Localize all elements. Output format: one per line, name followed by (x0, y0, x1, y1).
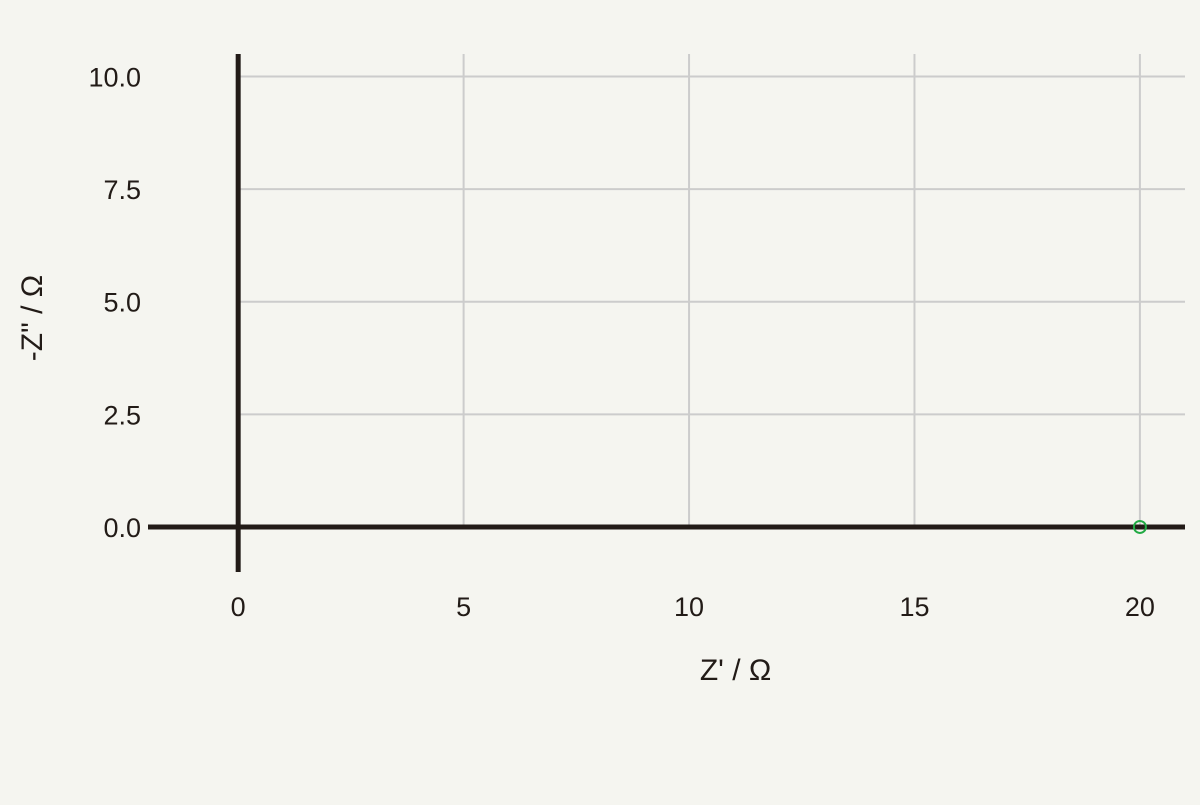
grid (238, 54, 1185, 527)
tick-labels: 0 5 10 15 20 0.0 2.5 5.0 7.5 10.0 (88, 63, 1154, 622)
x-axis-title: Z' / Ω (700, 654, 771, 687)
data-points (1132, 519, 1147, 534)
y-tick-label: 10.0 (88, 63, 141, 93)
x-tick-label: 5 (456, 592, 471, 622)
y-tick-label: 5.0 (103, 288, 141, 318)
x-tick-label: 10 (674, 592, 704, 622)
y-tick-label: 7.5 (103, 175, 141, 205)
x-tick-label: 15 (899, 592, 929, 622)
y-tick-label: 0.0 (103, 513, 141, 543)
data-point (1132, 519, 1147, 534)
axes (148, 54, 1185, 572)
y-axis-title: -Z" / Ω (16, 275, 49, 361)
x-tick-label: 20 (1125, 592, 1155, 622)
x-tick-label: 0 (231, 592, 246, 622)
y-tick-label: 2.5 (103, 400, 141, 430)
